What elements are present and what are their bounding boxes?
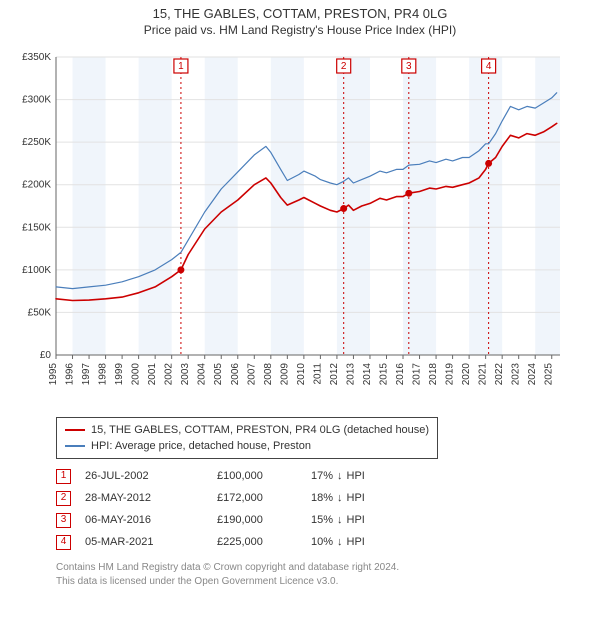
event-row: 1 26-JUL-2002 £100,000 17%↓HPI [56, 465, 592, 487]
svg-text:2017: 2017 [412, 363, 423, 386]
event-price: £225,000 [217, 531, 297, 553]
legend-swatch [65, 445, 85, 447]
svg-text:£50K: £50K [28, 307, 52, 318]
legend-item: HPI: Average price, detached house, Pres… [65, 438, 429, 454]
svg-text:2000: 2000 [131, 363, 142, 386]
event-date: 05-MAR-2021 [85, 531, 203, 553]
svg-text:2010: 2010 [296, 363, 307, 386]
event-diff: 15%↓HPI [311, 509, 411, 531]
events-table: 1 26-JUL-2002 £100,000 17%↓HPI 2 28-MAY-2012 £… [56, 465, 592, 553]
event-marker: 3 [56, 513, 71, 528]
svg-text:£100K: £100K [22, 265, 51, 276]
event-diff: 18%↓HPI [311, 487, 411, 509]
arrow-down-icon: ↓ [337, 465, 343, 487]
legend: 15, THE GABLES, COTTAM, PRESTON, PR4 0LG… [56, 417, 438, 459]
svg-text:2020: 2020 [461, 363, 472, 386]
svg-text:2021: 2021 [478, 363, 489, 386]
svg-text:2025: 2025 [544, 363, 555, 386]
legend-label: HPI: Average price, detached house, Pres… [91, 438, 311, 454]
svg-text:2003: 2003 [180, 363, 191, 386]
chart-subtitle: Price paid vs. HM Land Registry's House … [8, 23, 592, 37]
svg-text:2016: 2016 [395, 363, 406, 386]
price-chart: £0 £50K £100K £150K £200K £250K £300K £350K 1995… [8, 49, 568, 409]
footer-line-1: Contains HM Land Registry data © Crown c… [56, 561, 592, 575]
event-diff: 10%↓HPI [311, 531, 411, 553]
svg-text:1999: 1999 [114, 363, 125, 386]
svg-text:3: 3 [406, 61, 412, 72]
svg-text:£350K: £350K [22, 52, 51, 63]
event-marker: 4 [56, 535, 71, 550]
svg-text:£250K: £250K [22, 137, 51, 148]
event-price: £172,000 [217, 487, 297, 509]
svg-text:£300K: £300K [22, 95, 51, 106]
arrow-down-icon: ↓ [337, 509, 343, 531]
svg-text:2009: 2009 [279, 363, 290, 386]
legend-item: 15, THE GABLES, COTTAM, PRESTON, PR4 0LG… [65, 422, 429, 438]
svg-text:1996: 1996 [65, 363, 76, 386]
svg-text:2024: 2024 [527, 363, 538, 386]
arrow-down-icon: ↓ [337, 531, 343, 553]
svg-text:2015: 2015 [378, 363, 389, 386]
svg-text:£0: £0 [40, 350, 52, 361]
svg-text:£150K: £150K [22, 222, 51, 233]
event-price: £100,000 [217, 465, 297, 487]
event-date: 26-JUL-2002 [85, 465, 203, 487]
event-row: 3 06-MAY-2016 £190,000 15%↓HPI [56, 509, 592, 531]
svg-text:1998: 1998 [98, 363, 109, 386]
svg-text:1997: 1997 [81, 363, 92, 386]
svg-text:2007: 2007 [246, 363, 257, 386]
svg-text:£200K: £200K [22, 180, 51, 191]
svg-text:2014: 2014 [362, 363, 373, 386]
legend-label: 15, THE GABLES, COTTAM, PRESTON, PR4 0LG… [91, 422, 429, 438]
svg-text:2004: 2004 [197, 363, 208, 386]
chart-title: 15, THE GABLES, COTTAM, PRESTON, PR4 0LG [8, 6, 592, 21]
event-date: 28-MAY-2012 [85, 487, 203, 509]
legend-swatch [65, 429, 85, 431]
svg-text:1: 1 [178, 61, 184, 72]
svg-text:2002: 2002 [164, 363, 175, 386]
svg-text:2018: 2018 [428, 363, 439, 386]
footer-line-2: This data is licensed under the Open Gov… [56, 575, 592, 589]
svg-text:2023: 2023 [511, 363, 522, 386]
event-date: 06-MAY-2016 [85, 509, 203, 531]
svg-text:2011: 2011 [312, 363, 323, 385]
event-row: 2 28-MAY-2012 £172,000 18%↓HPI [56, 487, 592, 509]
svg-text:2008: 2008 [263, 363, 274, 386]
svg-text:2019: 2019 [445, 363, 456, 386]
event-price: £190,000 [217, 509, 297, 531]
event-marker: 1 [56, 469, 71, 484]
svg-text:2: 2 [341, 61, 347, 72]
svg-text:2001: 2001 [147, 363, 158, 386]
footer: Contains HM Land Registry data © Crown c… [56, 561, 592, 589]
event-marker: 2 [56, 491, 71, 506]
chart-container: £0 £50K £100K £150K £200K £250K £300K £350K 1995… [8, 49, 592, 409]
arrow-down-icon: ↓ [337, 487, 343, 509]
svg-text:2022: 2022 [494, 363, 505, 386]
svg-text:2013: 2013 [345, 363, 356, 386]
event-diff: 17%↓HPI [311, 465, 411, 487]
svg-text:2012: 2012 [329, 363, 340, 386]
svg-text:2005: 2005 [213, 363, 224, 386]
event-row: 4 05-MAR-2021 £225,000 10%↓HPI [56, 531, 592, 553]
svg-text:4: 4 [486, 61, 492, 72]
svg-text:2006: 2006 [230, 363, 241, 386]
svg-text:1995: 1995 [48, 363, 59, 386]
